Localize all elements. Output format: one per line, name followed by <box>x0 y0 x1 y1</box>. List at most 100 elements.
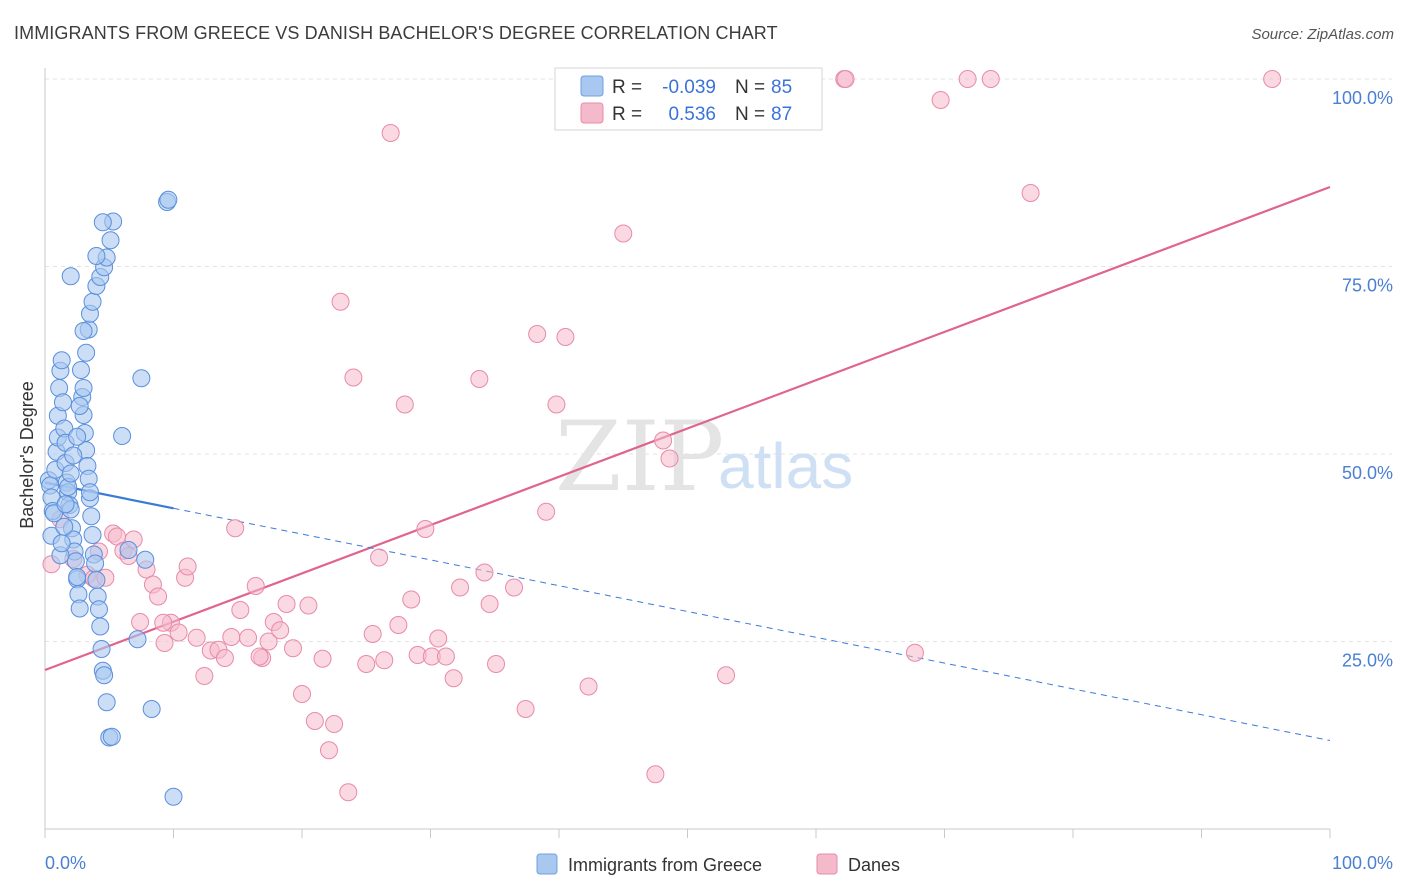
danes-point-73 <box>646 765 665 784</box>
danes-r-label: R = <box>612 104 642 125</box>
grid <box>45 78 1392 642</box>
danes-point-34 <box>271 621 290 640</box>
greece-point-77 <box>132 369 151 388</box>
greece-point-73 <box>93 213 112 232</box>
danes-point-49 <box>375 651 394 670</box>
greece-point-57 <box>68 427 87 446</box>
y-tick-label-3: 25.0% <box>1342 651 1393 671</box>
danes-point-80 <box>931 91 950 109</box>
danes-point-62 <box>475 563 494 582</box>
danes-point-39 <box>305 712 324 730</box>
danes-point-26 <box>222 628 241 646</box>
greece-point-28 <box>71 361 90 379</box>
danes-point-53 <box>402 590 421 609</box>
danes-point-30 <box>246 577 265 595</box>
danes-point-42 <box>325 715 344 733</box>
danes-point-61 <box>470 370 489 388</box>
greece-point-47 <box>97 693 116 712</box>
greece-point-72 <box>87 247 106 265</box>
greece-point-83 <box>80 483 99 502</box>
greece-point-79 <box>142 700 161 718</box>
danes-point-46 <box>357 655 376 673</box>
greece-point-27 <box>70 599 89 618</box>
greece-n-label: N = <box>735 77 765 98</box>
greece-point-82 <box>164 787 183 806</box>
y-tick-label-2: 50.0% <box>1342 463 1393 483</box>
danes-point-43 <box>331 292 350 311</box>
danes-point-29 <box>239 628 258 647</box>
greece-point-37 <box>83 526 102 544</box>
greece-point-78 <box>136 550 155 569</box>
danes-bottom-swatch <box>816 853 838 875</box>
greece-point-70 <box>61 267 80 286</box>
y-axis-title: Bachelor's Degree <box>17 381 37 529</box>
greece-point-74 <box>113 427 132 445</box>
danes-point-15 <box>149 587 168 606</box>
greece-bottom-label: Immigrants from Greece <box>568 855 762 875</box>
danes-point-37 <box>293 685 311 703</box>
danes-point-74 <box>654 431 673 450</box>
watermark-zip: ZIP <box>555 401 724 513</box>
greece-point-81 <box>159 190 178 209</box>
danes-point-63 <box>480 595 499 613</box>
greece-point-40 <box>87 571 106 589</box>
danes-point-51 <box>389 616 408 634</box>
greece-point-49 <box>102 727 121 746</box>
danes-bottom-label: Danes <box>848 855 900 875</box>
greece-point-59 <box>74 379 93 397</box>
greece-point-12 <box>52 351 71 370</box>
greece-point-56 <box>64 446 83 465</box>
danes-point-76 <box>717 666 736 685</box>
danes-point-82 <box>981 70 1000 88</box>
greece-r-label: R = <box>612 77 642 98</box>
y-tick-label-0: 100.0% <box>1332 88 1393 108</box>
greece-point-68 <box>101 231 120 250</box>
danes-point-20 <box>178 557 197 576</box>
danes-point-27 <box>226 519 245 538</box>
danes-point-64 <box>487 655 506 673</box>
source-label: Source: ZipAtlas.com <box>1251 26 1394 43</box>
danes-point-75 <box>660 449 679 468</box>
greece-point-55 <box>61 464 80 483</box>
danes-point-36 <box>284 639 303 658</box>
greece-point-76 <box>128 630 147 649</box>
stats-legend: R = -0.039 N = 85 R = 0.536 N = 87 <box>554 67 823 131</box>
danes-point-16 <box>155 634 174 652</box>
danes-point-41 <box>319 741 338 760</box>
greece-legend-swatch <box>580 75 604 97</box>
danes-point-85 <box>250 647 269 666</box>
greece-point-60 <box>77 343 96 362</box>
danes-n-label: N = <box>735 104 765 125</box>
danes-point-60 <box>451 578 470 597</box>
bottom-legend: Immigrants from Greece Danes <box>536 853 900 875</box>
greece-points <box>39 190 183 806</box>
greece-n-value: 85 <box>771 77 792 98</box>
danes-point-79 <box>905 643 924 662</box>
x-tick-labels: 0.0% 100.0% <box>45 853 1393 873</box>
greece-point-46 <box>95 666 114 685</box>
danes-point-22 <box>195 667 214 685</box>
greece-point-75 <box>119 541 138 559</box>
danes-point-48 <box>370 548 389 567</box>
x-tick-label-0: 0.0% <box>45 853 86 873</box>
danes-point-58 <box>436 647 455 666</box>
danes-point-65 <box>505 578 524 597</box>
greece-point-51 <box>52 534 71 553</box>
greece-point-84 <box>68 568 87 586</box>
danes-point-50 <box>381 124 400 142</box>
danes-point-84 <box>1263 70 1282 88</box>
danes-point-32 <box>259 632 278 651</box>
greece-point-58 <box>70 397 89 415</box>
danes-r-value: 0.536 <box>668 104 716 125</box>
danes-legend-swatch <box>580 102 604 124</box>
danes-point-81 <box>958 70 977 88</box>
greece-point-52 <box>55 517 74 536</box>
x-tick-marks <box>44 829 1331 838</box>
greece-point-24 <box>66 552 85 571</box>
greece-point-71 <box>74 322 93 340</box>
danes-point-67 <box>528 325 547 343</box>
greece-trend-line-dashed <box>173 507 1331 741</box>
greece-point-53 <box>56 495 75 514</box>
danes-point-70 <box>556 328 575 346</box>
